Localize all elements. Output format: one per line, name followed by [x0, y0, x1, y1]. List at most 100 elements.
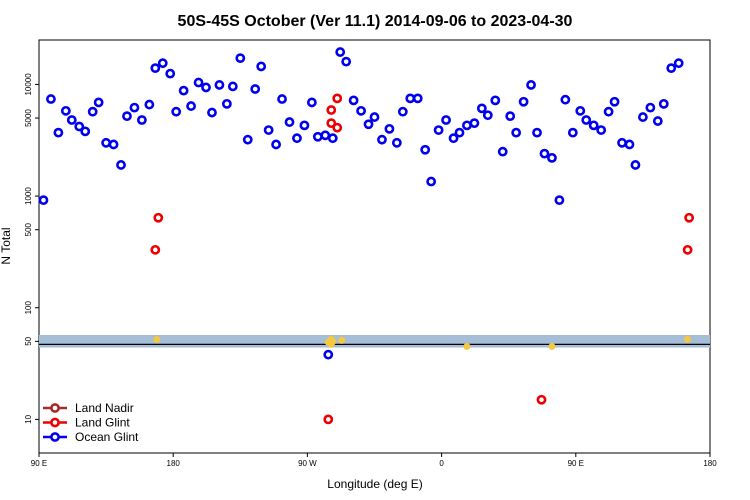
- land-glint-point: [332, 122, 343, 133]
- ocean-glint-point: [560, 94, 571, 105]
- y-axis: 10 50 100 500 1000 5000 10000: [24, 73, 39, 424]
- yellow-marker: [548, 342, 556, 350]
- land-glint-point: [682, 244, 693, 255]
- ocean-glint-point: [518, 96, 529, 107]
- yellow-marker: [463, 342, 471, 350]
- ocean-glint-point: [201, 82, 211, 93]
- y-tick-label: 5000: [24, 109, 33, 127]
- ocean-glint-point: [391, 137, 402, 148]
- ocean-glint-point: [426, 176, 437, 187]
- ocean-glint-point: [284, 117, 295, 127]
- ocean-glint-point: [454, 127, 465, 138]
- ocean-glint-point: [433, 125, 444, 135]
- ocean-glint-point: [609, 96, 620, 107]
- ocean-glint-point: [186, 101, 196, 111]
- x-tick-label: 0: [439, 459, 444, 468]
- data-points-layer: [38, 47, 695, 425]
- ocean-glint-point: [165, 68, 176, 79]
- ocean-glint-point: [46, 94, 56, 104]
- yellow-marker: [153, 335, 161, 343]
- ocean-glint-point: [652, 116, 663, 126]
- x-tick-label: 180: [703, 459, 717, 468]
- x-tick-label: 90 E: [31, 459, 47, 468]
- ocean-glint-point: [658, 98, 669, 109]
- ocean-glint-point: [250, 84, 261, 94]
- ocean-glint-point: [116, 160, 126, 170]
- ocean-glint-point: [469, 118, 480, 129]
- y-tick-label: 10000: [24, 73, 33, 96]
- ocean-glint-point: [157, 58, 168, 69]
- ocean-glint-point: [539, 148, 550, 159]
- ocean-glint-point: [673, 58, 684, 69]
- ocean-glint-point: [369, 112, 380, 122]
- ocean-glint-point: [567, 127, 578, 138]
- legend-marker: [50, 432, 60, 442]
- ocean-glint-point: [405, 93, 416, 104]
- ocean-glint-point: [596, 125, 607, 135]
- ocean-glint-point: [554, 195, 565, 206]
- ocean-glint-point: [526, 80, 536, 90]
- ocean-glint-point: [624, 139, 635, 150]
- ocean-glint-point: [227, 81, 238, 92]
- ocean-glint-point: [581, 115, 592, 125]
- ocean-glint-point: [53, 127, 64, 138]
- x-tick-label: 90 W: [298, 459, 317, 468]
- ocean-glint-point: [348, 95, 359, 106]
- ocean-glint-point: [356, 105, 366, 116]
- y-tick-label: 500: [24, 222, 33, 236]
- land-glint-point: [150, 244, 161, 255]
- y-tick-label: 10: [24, 414, 33, 423]
- ocean-glint-point: [129, 102, 140, 113]
- land-glint-point: [332, 93, 343, 104]
- ocean-glint-point: [441, 115, 451, 125]
- ocean-glint-point: [66, 115, 77, 125]
- ocean-glint-point: [645, 102, 656, 113]
- ocean-glint-point: [532, 127, 542, 138]
- ocean-glint-point: [497, 146, 508, 157]
- threshold-band: [39, 334, 710, 348]
- land-glint-point: [153, 212, 164, 223]
- ocean-glint-point: [60, 105, 71, 116]
- ocean-glint-point: [630, 160, 641, 170]
- ocean-glint-point: [320, 130, 331, 141]
- ocean-glint-point: [490, 95, 501, 106]
- ocean-glint-point: [74, 121, 85, 132]
- ocean-glint-point: [38, 195, 49, 206]
- ocean-glint-point: [277, 94, 287, 104]
- ocean-glint-point: [603, 106, 614, 117]
- ocean-glint-point: [235, 53, 246, 64]
- chart-title: 50S-45S October (Ver 11.1) 2014-09-06 to…: [178, 13, 573, 30]
- ocean-glint-point: [299, 120, 310, 131]
- legend-label: Land Nadir: [75, 401, 134, 415]
- ocean-glint-point: [150, 63, 161, 74]
- legend-label: Ocean Glint: [75, 430, 139, 444]
- ocean-glint-point: [666, 63, 677, 74]
- yellow-marker: [338, 336, 346, 344]
- ocean-glint-point: [397, 106, 408, 117]
- ocean-glint-point: [312, 131, 323, 142]
- threshold-band-layer: [39, 334, 710, 348]
- ocean-glint-point: [171, 106, 182, 117]
- x-axis: 90 E 180 90 W 0 90 E 180: [31, 453, 717, 468]
- x-tick-label: 90 E: [568, 459, 584, 468]
- ocean-glint-point: [617, 137, 627, 148]
- ocean-glint-point: [193, 77, 204, 88]
- ocean-glint-point: [242, 134, 253, 145]
- ocean-glint-point: [420, 144, 431, 155]
- ocean-glint-point: [462, 120, 472, 131]
- ocean-glint-point: [511, 127, 522, 138]
- yellow-marker: [324, 338, 332, 346]
- land-glint-point: [536, 394, 547, 405]
- ocean-glint-point: [144, 99, 155, 110]
- y-axis-label: N Total: [0, 227, 13, 264]
- land-glint-point: [323, 414, 334, 425]
- ocean-glint-point: [178, 85, 189, 96]
- ocean-glint-point: [136, 115, 147, 125]
- ocean-glint-point: [638, 112, 648, 122]
- ocean-glint-point: [122, 111, 132, 122]
- ocean-glint-point: [93, 97, 104, 108]
- ocean-glint-point: [482, 110, 493, 121]
- ocean-glint-point: [327, 133, 338, 144]
